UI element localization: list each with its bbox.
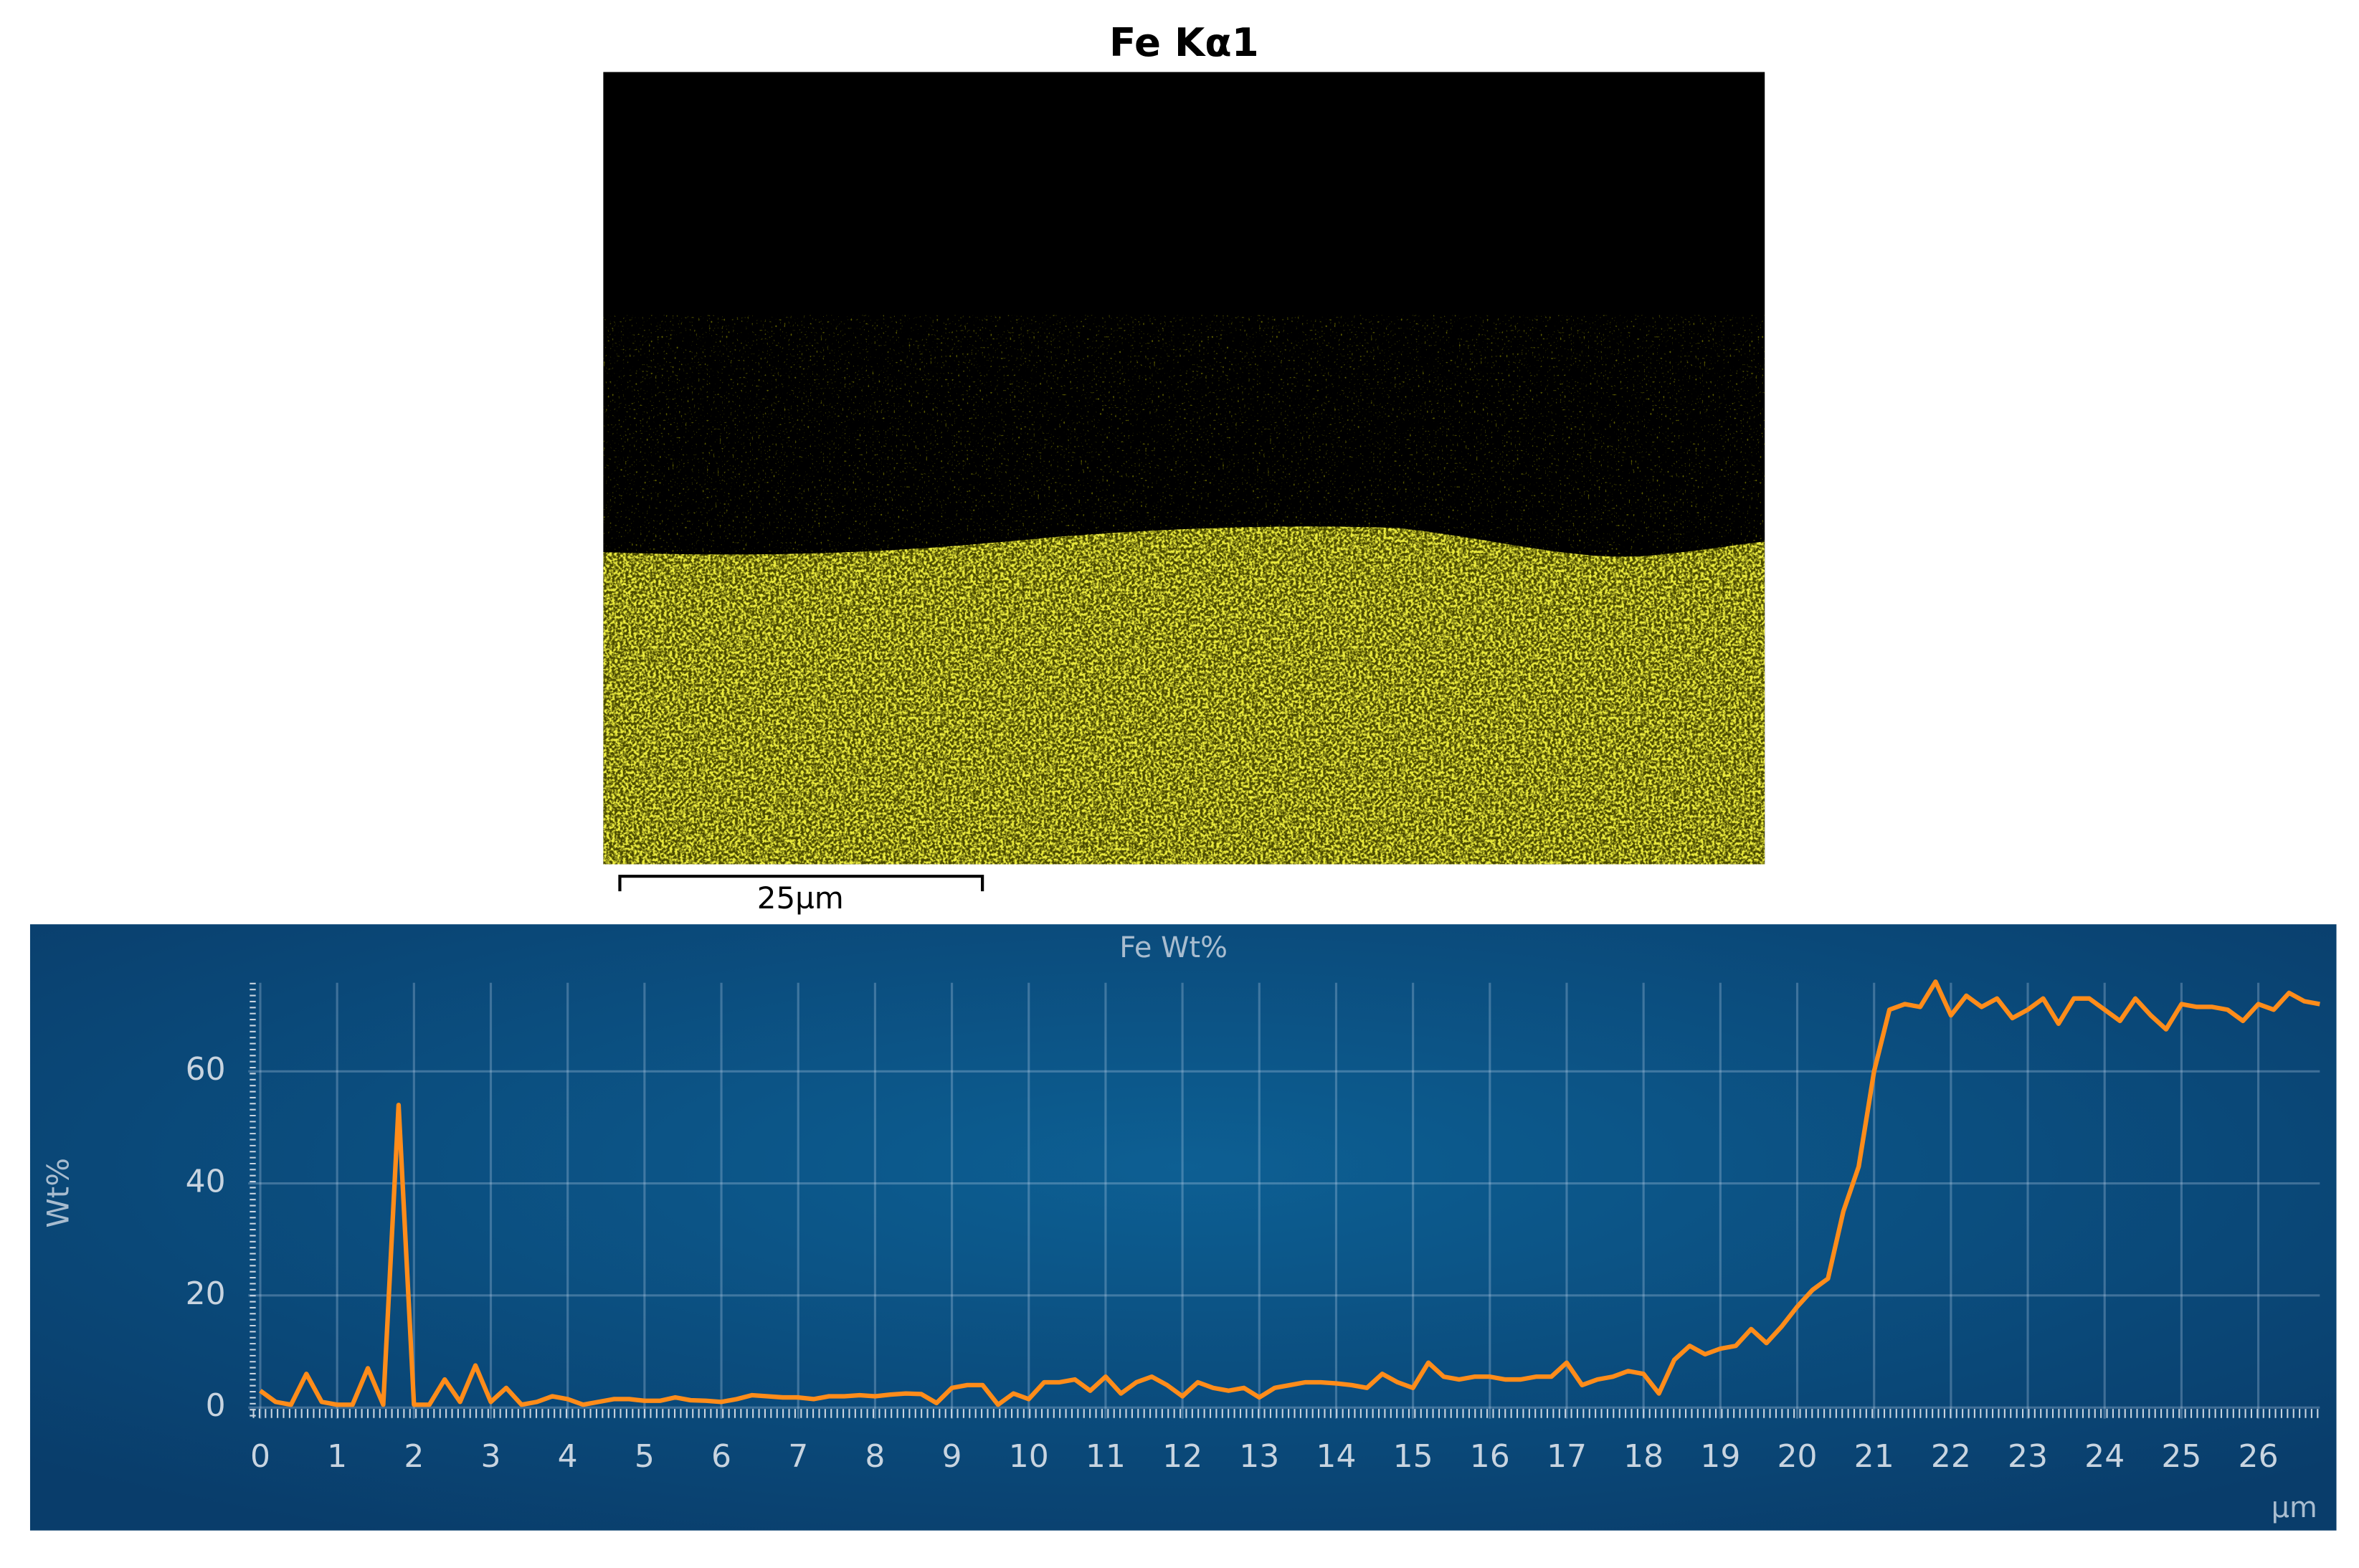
y-tick-label: 20: [186, 1275, 226, 1312]
x-tick-label: 25: [2161, 1438, 2201, 1475]
y-tick-label: 40: [186, 1164, 226, 1200]
x-tick-label: 16: [1470, 1438, 1510, 1475]
chart-title: Fe Wt%: [1119, 931, 1228, 964]
x-tick-label: 3: [481, 1438, 501, 1475]
x-tick-label: 13: [1239, 1438, 1279, 1475]
map-noise: [603, 315, 1765, 571]
x-tick-label: 20: [1777, 1438, 1817, 1475]
x-tick-label: 8: [865, 1438, 885, 1475]
x-tick-label: 22: [1931, 1438, 1971, 1475]
scale-bar: [618, 875, 984, 892]
x-tick-label: 10: [1009, 1438, 1049, 1475]
x-tick-label: 19: [1700, 1438, 1740, 1475]
x-tick-label: 15: [1393, 1438, 1433, 1475]
x-tick-label: 5: [635, 1438, 655, 1475]
x-tick-label: 12: [1162, 1438, 1202, 1475]
x-tick-label: 11: [1086, 1438, 1126, 1475]
iron-region: [603, 526, 1765, 865]
chart-panel: [29, 924, 2337, 1531]
x-tick-label: 24: [2084, 1438, 2125, 1475]
x-tick-label: 23: [2008, 1438, 2048, 1475]
scale-bar-label: 25µm: [757, 880, 844, 916]
x-tick-label: 18: [1623, 1438, 1663, 1475]
x-tick-label: 4: [558, 1438, 578, 1475]
y-axis-label: Wt%: [40, 1158, 75, 1228]
x-tick-label: 9: [942, 1438, 962, 1475]
data-line: [259, 979, 2320, 1407]
x-tick-label: 21: [1854, 1438, 1894, 1475]
x-tick-label: 0: [250, 1438, 270, 1475]
x-tick-label: 2: [404, 1438, 424, 1475]
x-tick-label: 17: [1547, 1438, 1587, 1475]
x-tick-label: 7: [788, 1438, 808, 1475]
x-tick-label: 14: [1316, 1438, 1356, 1475]
y-tick-label: 0: [206, 1387, 226, 1424]
x-axis-label: µm: [2272, 1491, 2317, 1524]
y-tick-label: 60: [186, 1051, 226, 1088]
x-tick-label: 26: [2239, 1438, 2279, 1475]
map-title: Fe Kα1: [1109, 19, 1259, 65]
x-tick-label: 1: [327, 1438, 347, 1475]
x-tick-label: 6: [711, 1438, 731, 1475]
